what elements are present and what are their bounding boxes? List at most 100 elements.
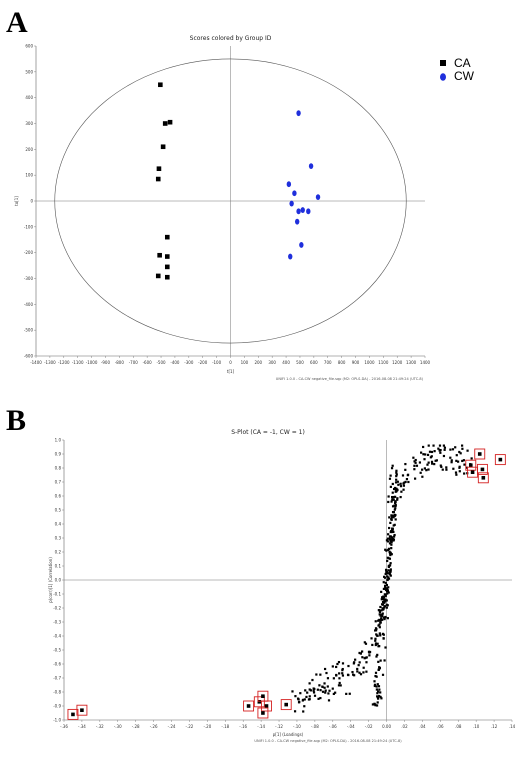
variable-point bbox=[308, 682, 311, 685]
ca-point bbox=[155, 273, 161, 279]
variable-point bbox=[384, 572, 387, 576]
variable-point bbox=[334, 691, 337, 694]
variable-point bbox=[389, 539, 392, 543]
x-tick-label: -400 bbox=[170, 360, 180, 365]
highlighted-point bbox=[481, 476, 486, 480]
variable-point bbox=[413, 464, 416, 467]
variable-point bbox=[391, 527, 394, 530]
variable-point bbox=[379, 659, 382, 662]
variable-point bbox=[391, 538, 394, 541]
variable-point bbox=[374, 674, 377, 678]
highlighted-point bbox=[257, 700, 262, 704]
variable-point bbox=[359, 673, 363, 676]
y-tick-label: 0.9 bbox=[55, 452, 62, 457]
variable-point bbox=[392, 524, 395, 527]
ca-point bbox=[164, 274, 170, 280]
x-tick-label: 400 bbox=[282, 360, 290, 365]
x-tick-label: 1400 bbox=[420, 360, 431, 365]
variable-point bbox=[383, 659, 386, 662]
variable-point bbox=[338, 672, 341, 675]
variable-point bbox=[365, 661, 368, 664]
variable-point bbox=[413, 468, 416, 471]
variable-point bbox=[376, 701, 379, 704]
variable-point bbox=[388, 557, 392, 560]
x-tick-label: -.12 bbox=[275, 724, 283, 729]
variable-point bbox=[466, 449, 469, 452]
variable-point bbox=[393, 513, 396, 517]
variable-point bbox=[394, 495, 397, 498]
variable-point bbox=[375, 685, 378, 688]
y-tick-label: -0.8 bbox=[53, 690, 61, 695]
scores-plot: Scores colored by Group ID -1400 -1300 -120… bbox=[14, 35, 475, 381]
variable-point bbox=[326, 677, 330, 680]
variable-point bbox=[365, 670, 368, 673]
variable-point bbox=[449, 448, 452, 451]
variable-point bbox=[390, 518, 393, 521]
variable-point bbox=[393, 533, 396, 537]
variable-point bbox=[404, 468, 407, 471]
variable-point bbox=[455, 454, 458, 457]
variable-point bbox=[368, 651, 371, 654]
y-tick-label: -0.5 bbox=[53, 648, 61, 653]
variable-point bbox=[291, 690, 294, 693]
variable-point bbox=[385, 606, 388, 609]
variable-point bbox=[321, 685, 324, 688]
variable-point bbox=[389, 474, 392, 477]
variable-point bbox=[435, 459, 438, 462]
x-tick-label: -.14 bbox=[257, 724, 265, 729]
variable-point bbox=[390, 467, 394, 470]
variable-point bbox=[376, 683, 379, 686]
y-tick-label: -400 bbox=[24, 302, 34, 307]
variable-point bbox=[386, 559, 389, 563]
variable-point bbox=[387, 548, 390, 552]
variable-point bbox=[400, 490, 403, 493]
variable-point bbox=[439, 451, 442, 454]
variable-point bbox=[302, 710, 305, 713]
variable-point bbox=[378, 618, 381, 622]
variable-point bbox=[380, 598, 383, 601]
variable-point bbox=[439, 464, 442, 467]
highlight-box bbox=[257, 707, 269, 719]
variable-point bbox=[452, 467, 455, 470]
cw-point bbox=[315, 194, 321, 201]
variable-point bbox=[341, 662, 345, 665]
ca-point bbox=[167, 119, 173, 125]
y-tick-label: 0.3 bbox=[55, 536, 62, 541]
variable-point bbox=[456, 460, 460, 463]
variable-point bbox=[376, 642, 379, 645]
chart-title: S-Plot (CA = -1, CW = 1) bbox=[231, 429, 305, 436]
x-tick-label: -1100 bbox=[72, 360, 84, 365]
variable-point bbox=[303, 698, 306, 701]
variable-point bbox=[380, 697, 383, 700]
variable-point bbox=[378, 632, 381, 635]
legend-cw-swatch bbox=[440, 73, 446, 81]
variable-point bbox=[379, 605, 382, 609]
variable-point bbox=[309, 689, 313, 692]
y-tick-label: 500 bbox=[25, 69, 33, 74]
variable-point bbox=[390, 547, 393, 550]
x-tick-label: -.32 bbox=[96, 724, 104, 729]
highlighted-point bbox=[470, 470, 475, 474]
legend-ca-label: CA bbox=[454, 56, 471, 70]
highlight-box bbox=[476, 463, 488, 475]
variable-point bbox=[424, 453, 427, 456]
variable-point bbox=[382, 587, 385, 590]
variable-point bbox=[442, 454, 446, 458]
variable-point bbox=[376, 695, 379, 698]
variable-point bbox=[385, 590, 389, 593]
variable-point bbox=[377, 690, 380, 693]
x-tick-label: -.18 bbox=[221, 724, 229, 729]
variable-point bbox=[293, 710, 297, 713]
variable-point bbox=[384, 588, 388, 592]
variable-point bbox=[374, 671, 378, 674]
variable-point bbox=[427, 444, 430, 447]
variable-point bbox=[375, 655, 378, 658]
x-tick-label: 800 bbox=[338, 360, 346, 365]
variable-point bbox=[381, 615, 384, 618]
y-tick-label: 0.7 bbox=[55, 480, 62, 485]
variable-point bbox=[439, 448, 442, 452]
variable-point bbox=[332, 677, 335, 680]
variable-point bbox=[312, 687, 315, 690]
variable-point bbox=[388, 573, 392, 576]
variable-point bbox=[317, 697, 320, 700]
